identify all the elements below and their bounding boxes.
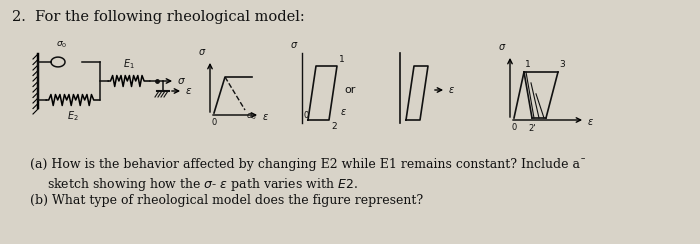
Text: 1: 1 — [525, 60, 531, 69]
Text: 2.  For the following rheological model:: 2. For the following rheological model: — [12, 10, 304, 24]
Text: $\sigma$: $\sigma$ — [197, 47, 206, 57]
Text: $\varepsilon$: $\varepsilon$ — [340, 107, 347, 117]
Text: $\varepsilon$: $\varepsilon$ — [587, 117, 594, 127]
Text: $\sigma_0$: $\sigma_0$ — [56, 40, 68, 50]
Text: $E_1$: $E_1$ — [123, 57, 135, 71]
Text: $\sigma_0$: $\sigma_0$ — [246, 111, 257, 122]
Text: $\sigma$: $\sigma$ — [290, 40, 298, 50]
Text: 0: 0 — [304, 111, 309, 120]
Text: $\varepsilon$: $\varepsilon$ — [185, 86, 193, 96]
Text: 2': 2' — [528, 124, 536, 133]
Text: $\varepsilon$: $\varepsilon$ — [262, 112, 269, 122]
Text: or: or — [344, 85, 356, 95]
Text: $\sigma$: $\sigma$ — [177, 76, 186, 86]
Text: 0: 0 — [212, 118, 217, 127]
Text: sketch showing how the $\sigma$- $\varepsilon$ path varies with $E2$.: sketch showing how the $\sigma$- $\varep… — [47, 176, 358, 193]
Text: 3: 3 — [559, 60, 565, 69]
Text: $E_2$: $E_2$ — [67, 109, 79, 123]
Text: $\varepsilon$: $\varepsilon$ — [448, 85, 455, 95]
Text: 0: 0 — [512, 123, 517, 132]
Text: (b) What type of rheological model does the figure represent?: (b) What type of rheological model does … — [30, 194, 423, 207]
Text: 2: 2 — [331, 122, 337, 131]
Text: $\sigma$: $\sigma$ — [498, 42, 506, 52]
Text: 1: 1 — [339, 55, 344, 64]
Text: (a) How is the behavior affected by changing E2 while E1 remains constant? Inclu: (a) How is the behavior affected by chan… — [30, 158, 587, 171]
